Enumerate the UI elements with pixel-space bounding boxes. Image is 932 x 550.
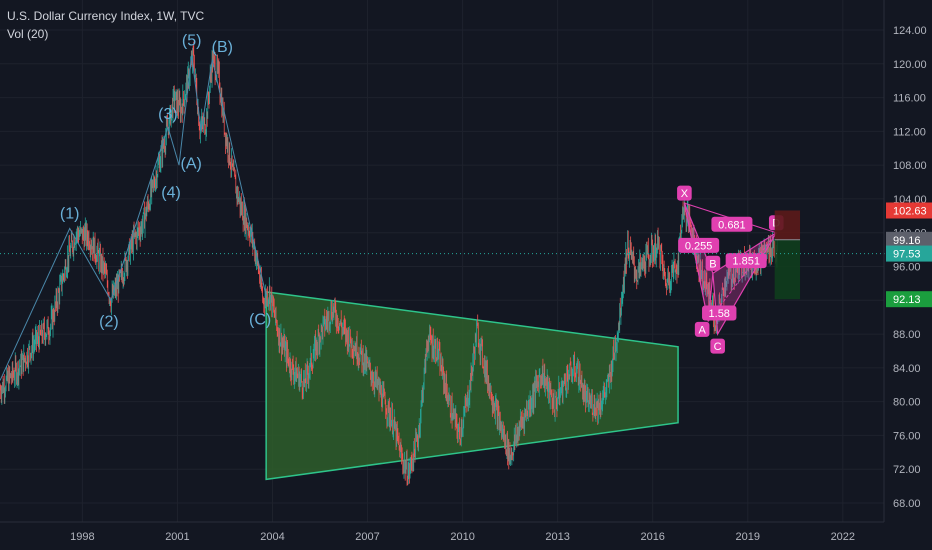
y-tick-label: 116.00 [893,93,926,105]
price-badge [886,231,932,248]
harmonic-point [694,321,710,337]
x-axis: 1998 2001 2004 2007 2010 2013 2016 2019 2022 [70,531,855,543]
chart-header: U.S. Dollar Currency Index, 1W, TVC Vol … [7,7,204,43]
price-badge-text: 92.13 [893,294,921,306]
y-tick-label: 120.00 [893,59,927,71]
elliott-waves: (1) (2) (3) (4) (5) (A) (B) (C) [0,33,271,381]
y-tick-label: 96.00 [893,262,921,274]
chart-title: U.S. Dollar Currency Index, 1W, TVC [7,9,205,23]
y-tick-label: 124.00 [893,25,927,37]
price-candles [0,41,778,486]
stop-zone [774,210,801,240]
short-position [774,210,801,300]
y-tick-label: 76.00 [893,430,921,442]
wave-label: (2) [99,314,119,331]
x-tick-label: 2010 [450,531,474,543]
y-tick-label: 108.00 [893,160,927,172]
price-badge-text: 97.53 [893,249,921,261]
wave-line [0,55,267,381]
x-tick-label: 2013 [545,531,569,543]
harmonic-ratio-text: 0.255 [685,240,713,252]
price-badge [886,202,932,219]
harmonic-ratio [702,305,737,321]
x-tick-label: 2007 [355,531,379,543]
wave-label: (5) [182,33,202,50]
harmonic-ratio [711,216,753,232]
wave-label: (B) [212,39,233,56]
x-tick-label: 2019 [736,531,760,543]
triangle-area [265,290,679,481]
target-zone [774,239,801,300]
y-tick-label: 68.00 [893,498,921,510]
wave-label: (A) [181,155,202,172]
harmonic-point-text: C [714,341,722,353]
x-tick-label: 2001 [165,531,189,543]
y-tick-label: 112.00 [893,126,926,138]
y-tick-label: 84.00 [893,363,921,375]
harmonic-ratio-text: 0.681 [718,219,746,231]
x-tick-label: 2016 [640,531,664,543]
wave-label: (4) [161,184,181,201]
x-tick-label: 1998 [70,531,94,543]
harmonic-ad [707,232,777,322]
harmonic-point [705,255,721,271]
harmonic-ratio-text: 1.58 [709,308,730,320]
price-badge-text: 99.16 [893,235,921,247]
y-tick-label: 80.00 [893,397,921,409]
price-badge-text: 102.63 [893,206,927,218]
wave-label: (1) [60,205,80,222]
harmonic-point-text: B [709,258,716,270]
price-badge [886,245,932,262]
wave-label: (3) [158,106,178,123]
harmonic-point [677,185,692,201]
price-badge [886,291,932,308]
harmonic-point-text: A [698,324,706,336]
price-badges: 102.63 99.16 97.53 92.13 [886,202,932,308]
harmonic-ratio [725,253,767,269]
x-tick-label: 2004 [260,531,284,543]
y-axis: 124.00120.00116.00112.00108.00104.00100.… [893,25,927,510]
wave-label: (C) [249,312,271,329]
harmonic-ratio-text: 1.851 [732,256,760,268]
y-tick-label: 88.00 [893,329,921,341]
y-tick-label: 72.00 [893,464,921,476]
x-tick-label: 2022 [831,531,855,543]
volume-indicator: Vol (20) [7,27,49,41]
harmonic-point [710,338,725,354]
harmonic-point-text: X [681,188,689,200]
harmonic-ratio [678,237,720,253]
triangle-pattern [265,290,679,481]
